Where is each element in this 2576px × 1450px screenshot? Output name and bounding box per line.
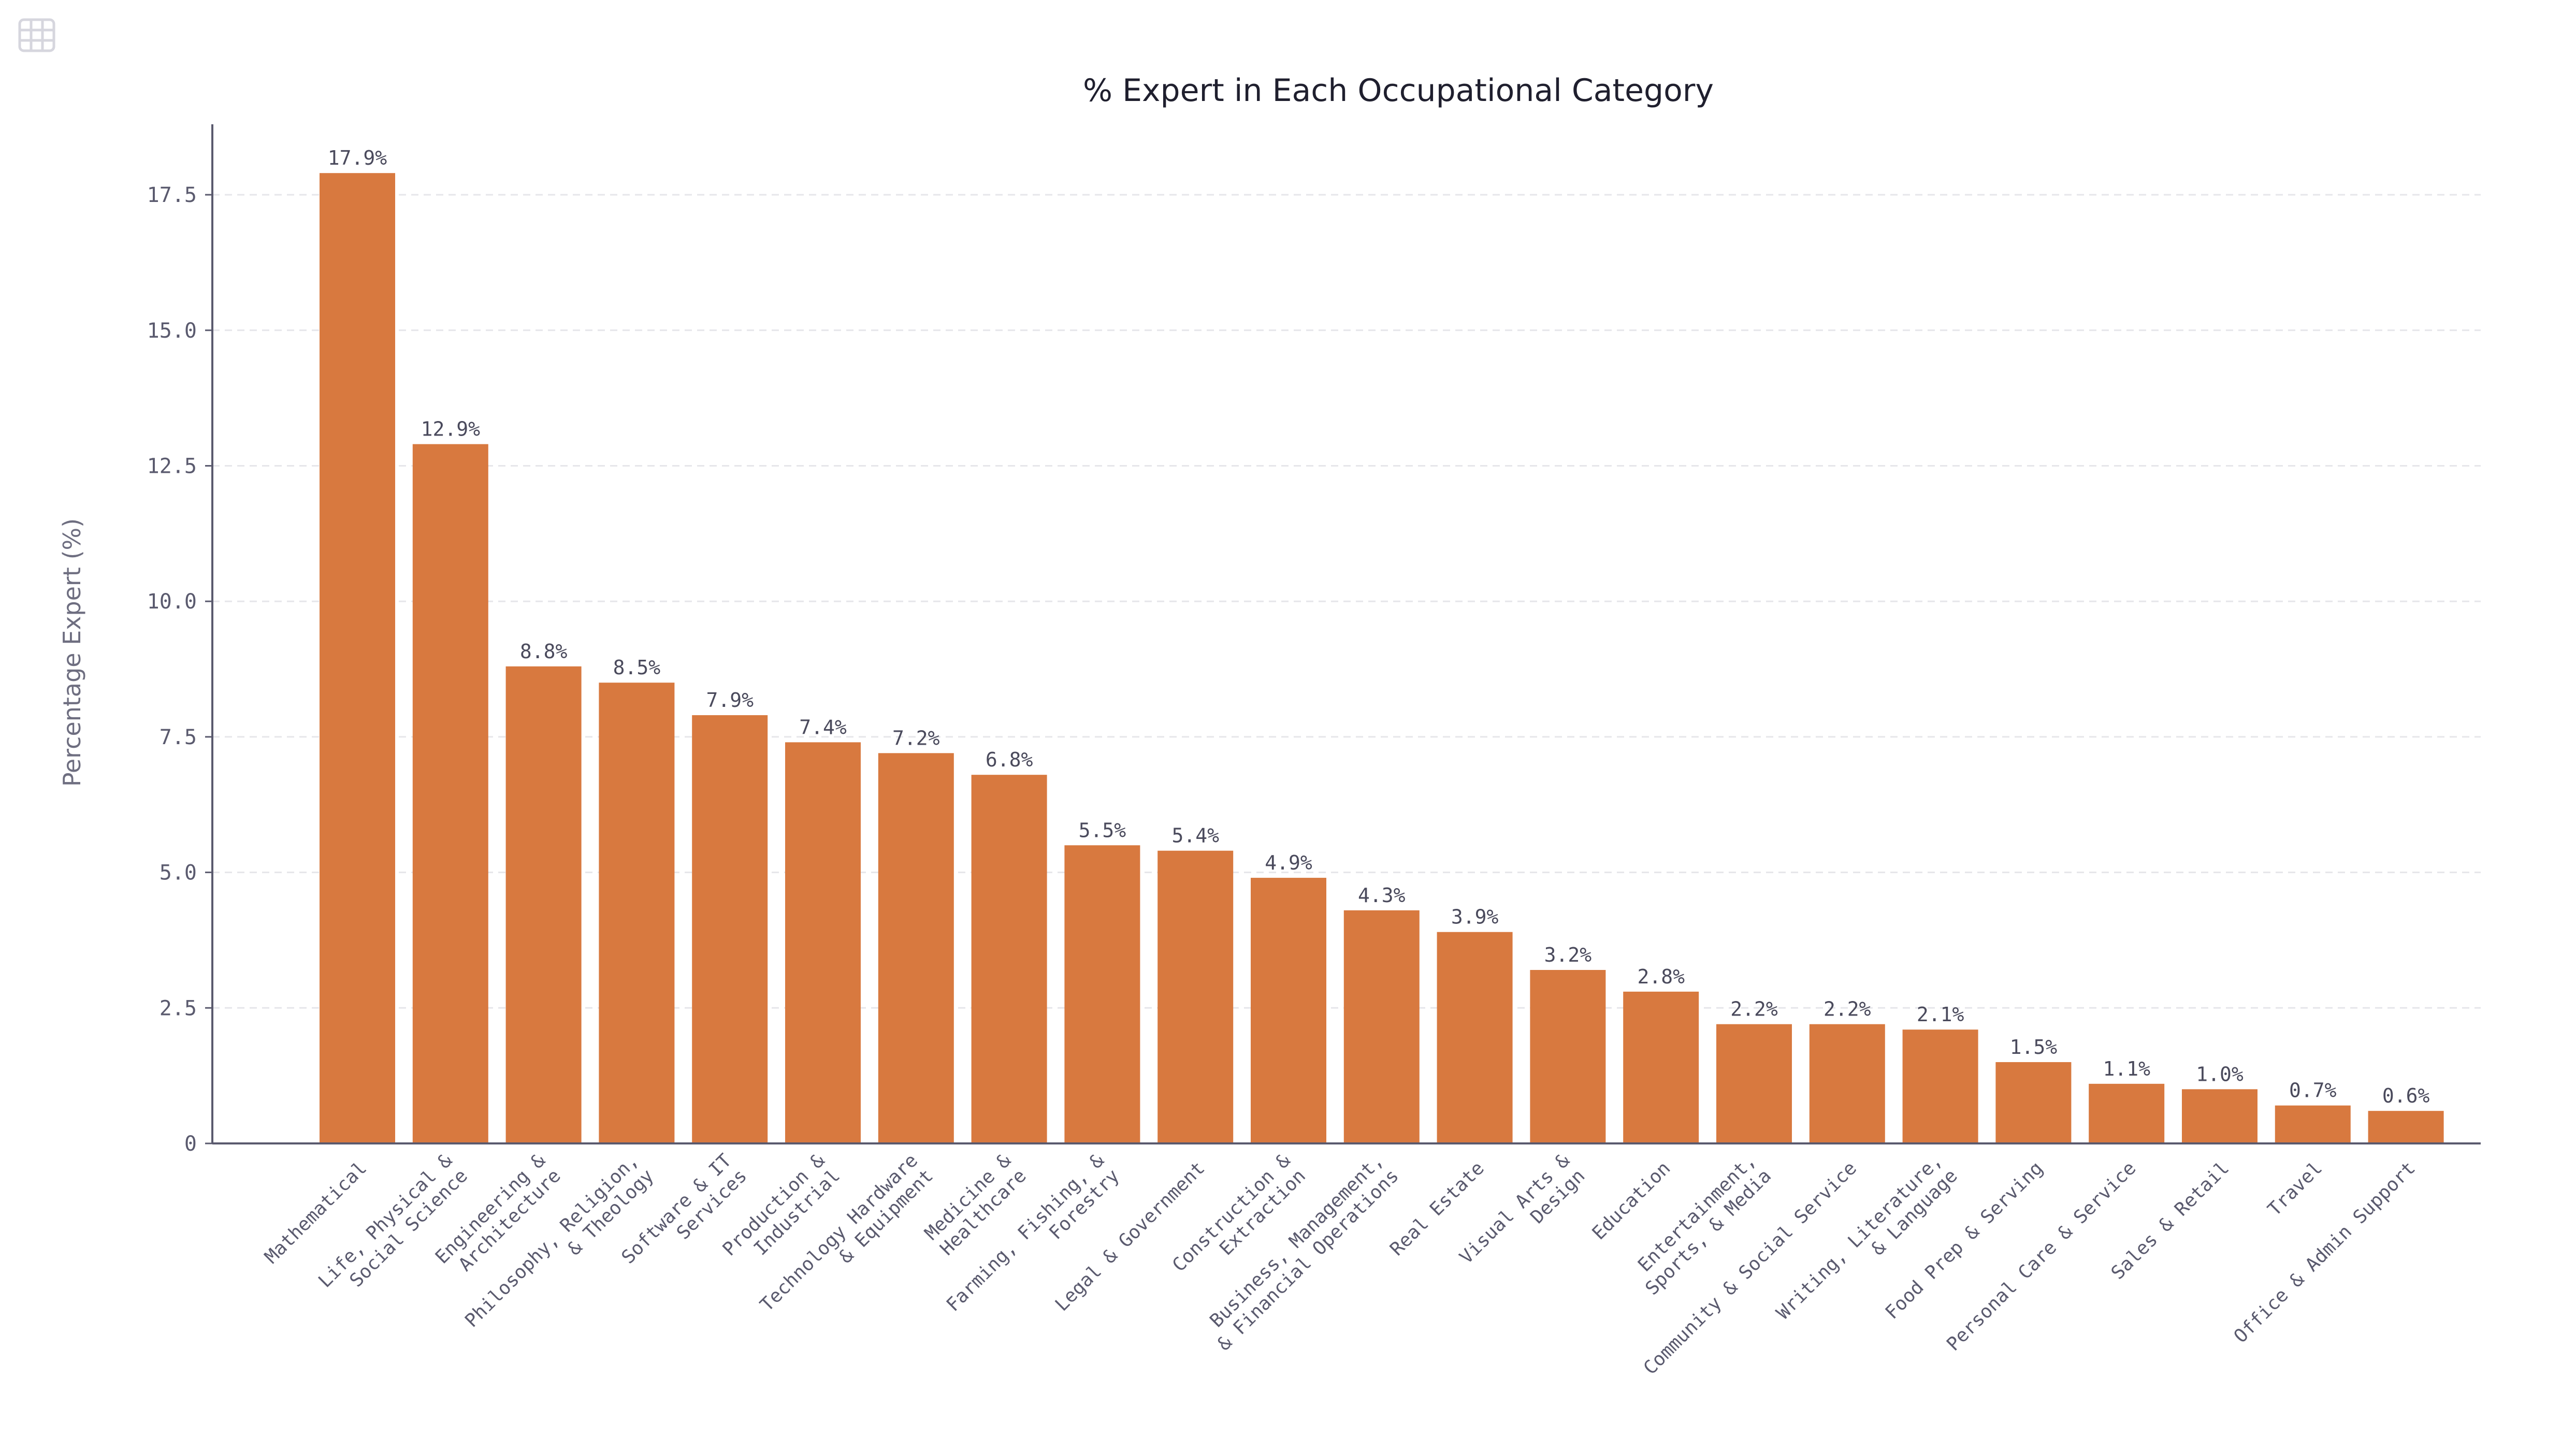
chart-title: % Expert in Each Occupational Category [1083, 72, 1714, 109]
y-tick-label: 15.0 [147, 319, 197, 343]
y-tick-label: 10.0 [147, 590, 197, 614]
y-tick-label: 5.0 [160, 861, 197, 885]
x-tick-label: Life, Physical &Social Science [314, 1150, 472, 1307]
bar [1251, 878, 1326, 1143]
bar-value-label: 6.8% [986, 748, 1033, 771]
bar-value-label: 7.2% [892, 727, 940, 749]
bar [412, 444, 488, 1144]
y-axis-label: Percentage Expert (%) [58, 518, 86, 787]
x-tick-label: Travel [2264, 1157, 2326, 1220]
bar-value-label: 4.3% [1358, 884, 1406, 907]
x-tick-label-line: Travel [2264, 1157, 2326, 1220]
x-tick-label-line: Personal Care & Service [1943, 1157, 2140, 1355]
bar [320, 173, 395, 1143]
bar-value-label: 5.4% [1171, 824, 1219, 847]
bar [1530, 970, 1606, 1143]
x-tick-label: Writing, Literature,& Language [1773, 1150, 1962, 1339]
bar-value-label: 1.1% [2103, 1057, 2150, 1080]
bar [1157, 850, 1234, 1143]
bar-value-label: 2.1% [1917, 1003, 1964, 1026]
x-tick-label-line: Office & Admin Support [2230, 1157, 2420, 1347]
bar [1437, 932, 1513, 1143]
bar [1902, 1030, 1978, 1143]
y-axis-ticks: 0 2.5 5.0 7.5 10.0 12.5 15.0 17.5 [147, 183, 212, 1156]
bar [692, 715, 768, 1143]
bar-value-label: 0.7% [2289, 1079, 2337, 1102]
bar-value-label: 3.9% [1451, 906, 1499, 929]
bar [971, 775, 1047, 1143]
y-tick-label: 12.5 [147, 454, 197, 478]
bar [2182, 1089, 2257, 1143]
bar [599, 683, 675, 1143]
bar [1343, 910, 1420, 1143]
x-tick-label: Personal Care & Service [1943, 1157, 2140, 1355]
y-tick-label: 7.5 [160, 726, 197, 749]
bar-value-label: 0.6% [2382, 1084, 2430, 1107]
bar [785, 742, 861, 1143]
bar-value-label: 8.8% [520, 640, 568, 663]
bar-value-label: 12.9% [421, 418, 481, 441]
y-tick-label: 2.5 [160, 996, 197, 1020]
bar-value-label: 1.5% [2010, 1036, 2058, 1058]
bar-value-label: 17.9% [328, 147, 387, 169]
bar-value-label: 1.0% [2196, 1063, 2244, 1085]
bar-value-label: 7.9% [706, 689, 754, 712]
bars [320, 173, 2444, 1144]
table-icon[interactable] [18, 18, 55, 52]
x-tick-label: Education [1588, 1157, 1675, 1244]
bar [505, 666, 582, 1143]
bar-value-label: 3.2% [1544, 944, 1592, 966]
x-tick-label-line: Life, Physical & [314, 1150, 456, 1292]
bar-value-label: 2.2% [1824, 998, 1871, 1021]
y-tick-label: 17.5 [147, 183, 197, 207]
bar-value-label: 7.4% [799, 716, 847, 738]
bar-value-label: 4.9% [1265, 851, 1312, 874]
bar [1623, 991, 1699, 1143]
bar [2089, 1083, 2165, 1143]
x-tick-label-line: Education [1588, 1157, 1675, 1244]
bar [2275, 1105, 2351, 1143]
bar-value-label: 2.8% [1637, 965, 1685, 988]
bar [878, 753, 954, 1143]
bar [2368, 1111, 2444, 1143]
y-tick-label: 0 [184, 1132, 197, 1156]
bar [1995, 1062, 2072, 1143]
bar-value-label: 5.5% [1079, 819, 1126, 842]
bar [1716, 1024, 1792, 1143]
bar [1064, 845, 1140, 1143]
bar [1809, 1024, 1885, 1143]
bar-value-label: 2.2% [1730, 998, 1778, 1021]
x-tick-label: Office & Admin Support [2230, 1157, 2420, 1347]
bar-value-label: 8.5% [613, 656, 661, 679]
data-labels: 17.9% 12.9% 8.8% 8.5% 7.9% 7.4% 7.2% 6.8% 5.5% 5.… [328, 147, 2430, 1107]
